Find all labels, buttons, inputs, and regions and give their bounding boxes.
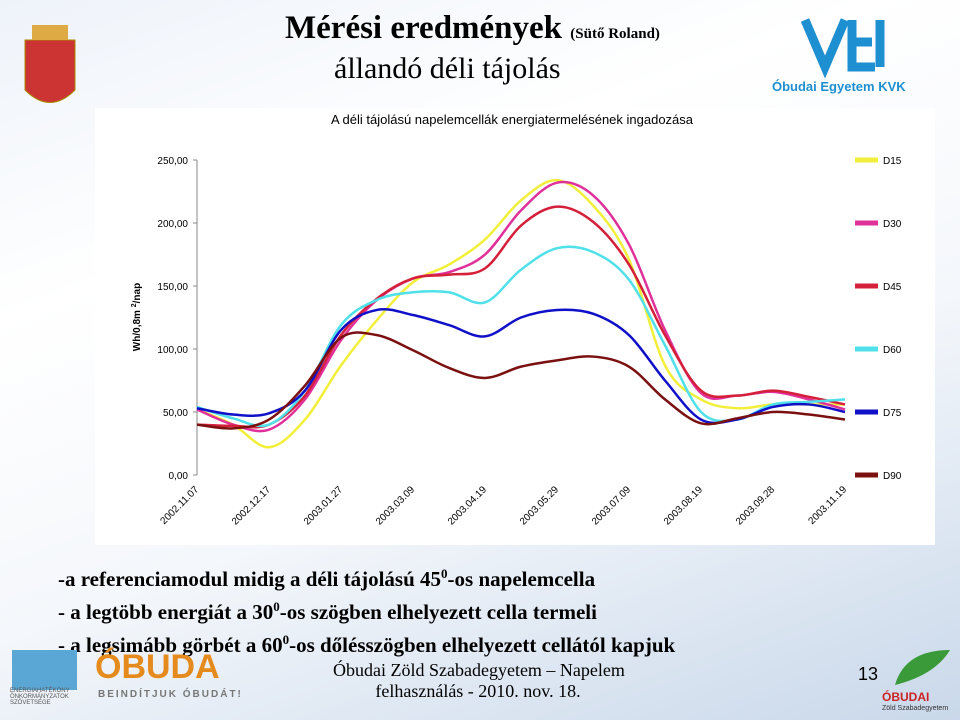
- obuda-logo: ÓBUDA: [95, 648, 220, 686]
- legend-label: D45: [883, 282, 902, 293]
- legend-label: D60: [883, 345, 902, 356]
- y-label-main: Wh/0,8m: [132, 307, 143, 351]
- page-number: 13: [858, 664, 879, 684]
- y-tick-label: 200,00: [157, 219, 188, 230]
- x-tick-label: 2003.08.19: [662, 484, 705, 527]
- y-tick-label: 0,00: [169, 471, 189, 482]
- x-tick-label: 2003.09.28: [734, 484, 777, 527]
- y-label-sup: 2: [131, 303, 138, 307]
- bullet-part: -os szögben elhelyezett cella termeli: [279, 600, 597, 624]
- bullets: -a referenciamodul midig a déli tájolású…: [58, 560, 675, 659]
- crest: [24, 25, 76, 103]
- chart-area: [95, 108, 935, 545]
- bullet: - a legtöbb energiát a 300-os szögben el…: [58, 593, 675, 626]
- bullet-part: 0: [282, 632, 290, 647]
- x-tick-label: 2003.07.09: [590, 484, 633, 527]
- y-axis-label: Wh/0,8m 2/nap: [131, 283, 143, 351]
- y-tick-label: 150,00: [157, 282, 188, 293]
- assoc-name: ENERGIAHATÉKONY ÖNKORMÁNYZATOK SZÖVETSÉG…: [10, 688, 70, 706]
- legend-label: D15: [883, 156, 902, 167]
- green-logo: [895, 650, 950, 685]
- green-logo-sub: Zöld Szabadegyetem: [882, 705, 949, 712]
- bullet-part: 0: [273, 599, 280, 614]
- subtitle: állandó déli tájolás: [334, 52, 561, 85]
- assoc-logo: [12, 650, 77, 690]
- bullet-part: -os dőlésszögben elhelyezett cellától ka…: [289, 633, 676, 657]
- x-tick-label: 2003.03.09: [374, 484, 417, 527]
- y-tick-label: 100,00: [157, 345, 188, 356]
- series-line: [196, 331, 846, 430]
- legend-label: D90: [883, 471, 902, 482]
- author: (Sütő Roland): [570, 26, 660, 42]
- x-tick-label: 2003.05.29: [518, 484, 561, 527]
- y-label-unit: /nap: [132, 283, 143, 304]
- title: Mérési eredmények: [285, 10, 563, 46]
- vej-logo: [800, 18, 885, 79]
- bullet: -a referenciamodul midig a déli tájolású…: [58, 560, 675, 593]
- x-tick-label: 2003.01.27: [302, 484, 345, 527]
- x-tick-label: 2002.11.07: [158, 484, 201, 527]
- footer-line: felhasználás - 2010. nov. 18.: [375, 681, 581, 701]
- bullet: - a legsimább görbét a 600-os dőlésszögb…: [58, 626, 675, 659]
- bullet-part: - a legsimább görbét a 60: [58, 633, 283, 657]
- footer-line: Óbudai Zöld Szabadegyetem – Napelem: [333, 660, 625, 680]
- x-tick-label: 2003.11.19: [806, 484, 849, 527]
- bullet-part: -a referenciamodul midig a déli tájolású…: [58, 567, 442, 591]
- chart-title: A déli tájolású napelemcellák energiater…: [331, 112, 694, 127]
- legend-label: D75: [883, 408, 902, 419]
- bullet-part: - a legtöbb energiát a 30: [58, 600, 274, 624]
- obuda-slogan: BEINDÍTJUK ÓBUDÁT!: [98, 689, 243, 700]
- y-tick-label: 50,00: [163, 408, 188, 419]
- y-tick-label: 250,00: [157, 156, 188, 167]
- green-logo-text: ÓBUDAI: [882, 690, 930, 704]
- legend-label: D30: [883, 219, 902, 230]
- bullet-part: 0: [441, 566, 448, 581]
- slide-title: Mérési eredmények (Sütő Roland): [285, 10, 660, 47]
- bullet-part: -os napelemcella: [447, 567, 596, 591]
- footer: Óbudai Zöld Szabadegyetem – Napelem felha…: [333, 660, 625, 702]
- x-tick-label: 2003.04.19: [446, 484, 489, 527]
- org: Óbudai Egyetem KVK: [772, 79, 906, 94]
- x-tick-label: 2002.12.17: [230, 484, 273, 527]
- series-line: [196, 205, 846, 429]
- series-line: [196, 178, 845, 449]
